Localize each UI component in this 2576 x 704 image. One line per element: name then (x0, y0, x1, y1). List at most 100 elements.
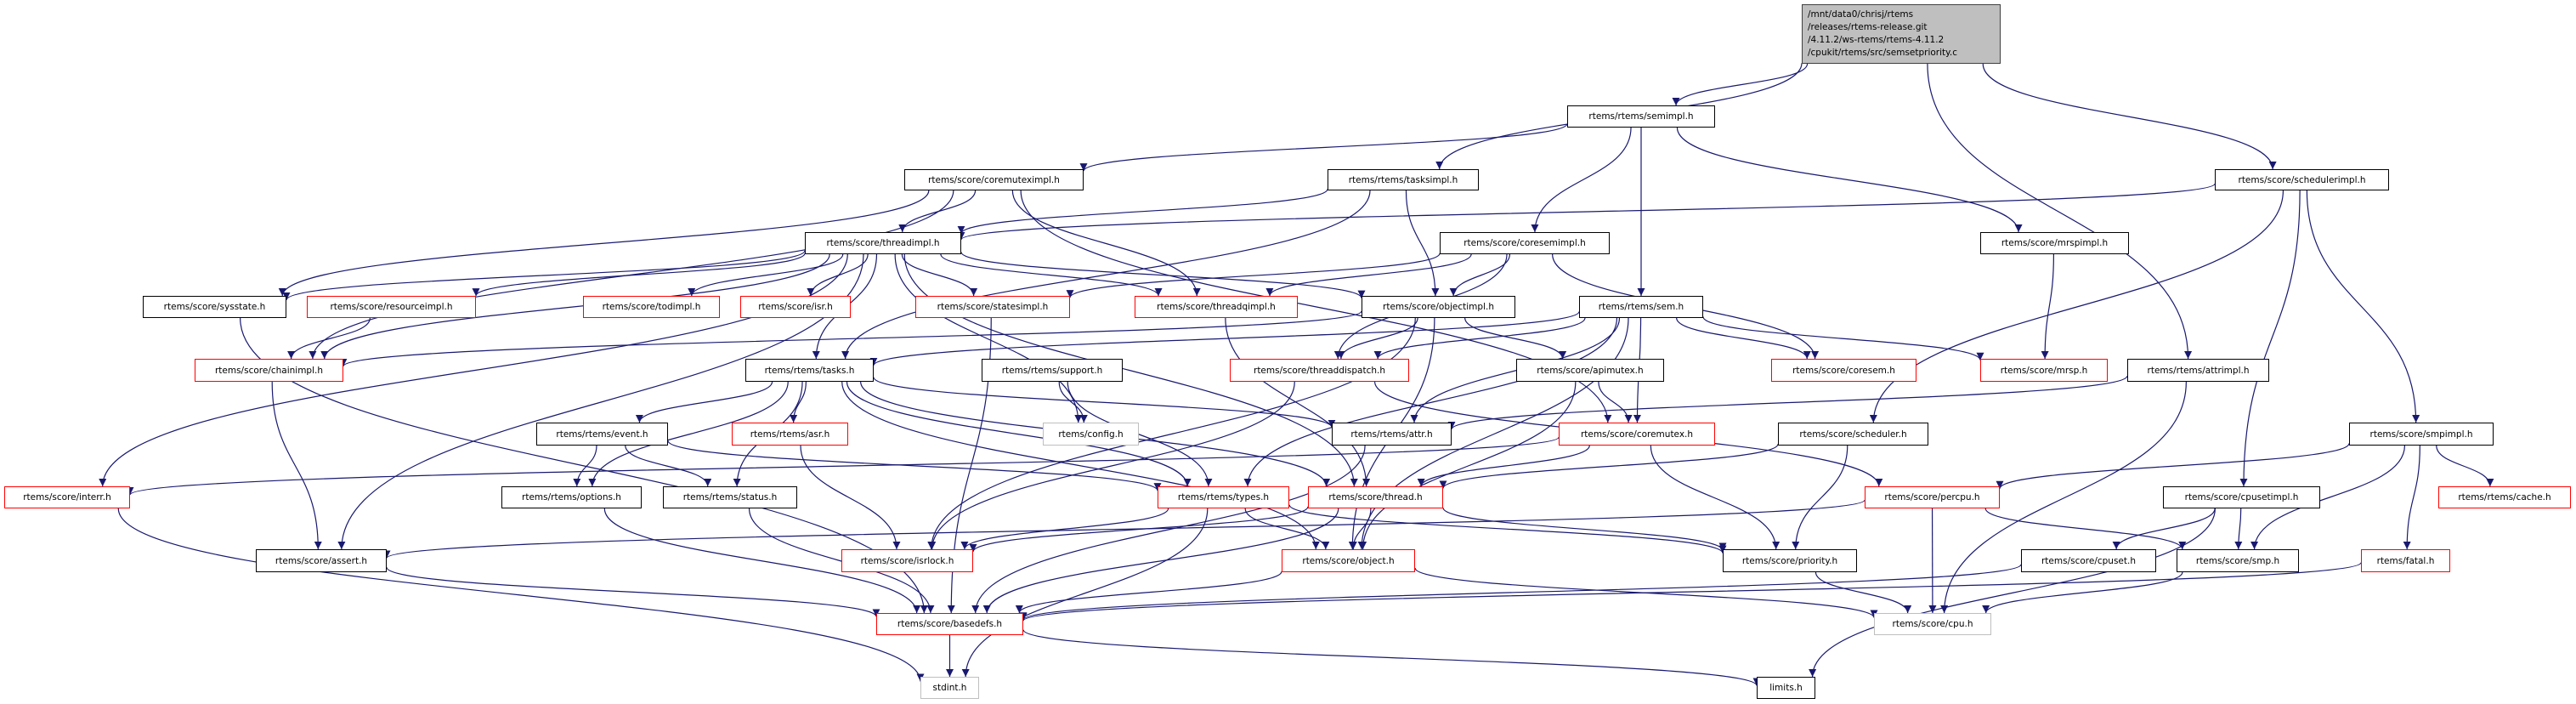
node-coremutex[interactable]: rtems/score/coremutex.h (1559, 423, 1715, 446)
node-limits[interactable]: limits.h (1757, 677, 1815, 699)
edge-sem-to-mrsp (1702, 316, 1984, 361)
node-scheduler[interactable]: rtems/score/scheduler.h (1778, 423, 1928, 446)
edge-scheduler-to-thread (1439, 443, 1779, 489)
edge-apimutex-to-coremutex (1598, 381, 1633, 423)
node-cpu[interactable]: rtems/score/cpu.h (1874, 613, 1991, 635)
edge-schedulerimpl-to-cpusetimpl (2239, 190, 2301, 487)
node-isr[interactable]: rtems/score/isr.h (740, 296, 851, 318)
node-label: rtems/score/chainimpl.h (214, 365, 324, 376)
edge-schedulerimpl-to-scheduler (1869, 190, 2284, 423)
edge-objectimpl-to-chainimpl (339, 310, 1362, 367)
node-label: rtems/score/resourceimpl.h (330, 302, 453, 312)
node-label: rtems/score/sysstate.h (163, 302, 266, 312)
edge-types-to-priority (1288, 504, 1727, 554)
node-assert[interactable]: rtems/score/assert.h (256, 549, 387, 572)
node-sem[interactable]: rtems/rtems/sem.h (1579, 296, 1703, 318)
edge-schedulerimpl-to-smpimpl (2306, 190, 2420, 423)
edge-coremuteximpl-to-sysstate (278, 190, 930, 297)
edge-objectimpl-to-threaddispatch (1337, 317, 1418, 360)
edge-object-to-basedefs (1015, 571, 1282, 614)
node-attr[interactable]: rtems/rtems/attr.h (1332, 423, 1452, 446)
node-smp[interactable]: rtems/score/smp.h (2177, 549, 2299, 572)
edge-status-to-basedefs (748, 508, 935, 614)
node-semimpl[interactable]: rtems/rtems/semimpl.h (1567, 105, 1715, 128)
node-threadqimpl[interactable]: rtems/score/threadqimpl.h (1135, 296, 1298, 318)
node-chainimpl[interactable]: rtems/score/chainimpl.h (195, 359, 343, 382)
node-status[interactable]: rtems/rtems/status.h (663, 486, 797, 508)
edge-fatal-to-basedefs (1019, 562, 2362, 622)
node-event[interactable]: rtems/rtems/event.h (536, 423, 668, 446)
node-sysstate[interactable]: rtems/score/sysstate.h (143, 296, 286, 318)
node-percpu[interactable]: rtems/score/percpu.h (1865, 486, 2000, 508)
node-todimpl[interactable]: rtems/score/todimpl.h (583, 296, 720, 318)
edge-smpimpl-to-cache (2436, 445, 2494, 487)
edge-priority-to-cpu (1815, 571, 1912, 614)
node-coresemimpl[interactable]: rtems/score/coresemimpl.h (1440, 232, 1610, 254)
node-threaddispatch[interactable]: rtems/score/threaddispatch.h (1230, 359, 1409, 382)
edge-tasks-to-options (588, 381, 789, 487)
node-label: rtems/rtems/tasksimpl.h (1348, 174, 1458, 185)
edge-cpusetimpl-to-smp (2234, 508, 2243, 550)
node-coresem[interactable]: rtems/score/coresem.h (1771, 359, 1916, 382)
edge-interr-to-stdint (117, 508, 925, 682)
edge-coresemimpl-to-threadqimpl (1265, 253, 1472, 297)
edge-root-to-schedulerimpl (1982, 63, 2277, 170)
edge-tasksimpl-to-tasks (841, 190, 1371, 360)
node-label: rtems/score/mrsp.h (2000, 365, 2088, 376)
edge-smpimpl-to-fatal (2403, 445, 2420, 550)
edge-support-to-config (1058, 381, 1088, 423)
node-objectimpl[interactable]: rtems/score/objectimpl.h (1362, 296, 1515, 318)
edge-cpuset-to-basedefs (1019, 564, 2022, 621)
edge-tasksimpl-to-threadimpl (957, 189, 1328, 235)
node-tasks[interactable]: rtems/rtems/tasks.h (745, 359, 874, 382)
node-label: rtems/rtems/semimpl.h (1588, 111, 1694, 122)
edge-coremutex-to-priority (1650, 445, 1781, 550)
edge-percpu-to-assert (382, 499, 1865, 559)
node-cpusetimpl[interactable]: rtems/score/cpusetimpl.h (2163, 486, 2320, 508)
node-stdint[interactable]: stdint.h (920, 677, 979, 699)
edge-basedefs-to-limits (1022, 629, 1761, 686)
node-support[interactable]: rtems/rtems/support.h (982, 359, 1123, 382)
node-cpuset[interactable]: rtems/score/cpuset.h (2021, 549, 2156, 572)
node-label: rtems/rtems/status.h (682, 492, 778, 502)
node-mrsp[interactable]: rtems/score/mrsp.h (1980, 359, 2108, 382)
node-statesimpl[interactable]: rtems/score/statesimpl.h (915, 296, 1070, 318)
edge-threaddispatch-to-isrlock (928, 381, 1295, 550)
node-label: rtems/score/todimpl.h (602, 302, 701, 312)
node-threadimpl[interactable]: rtems/score/threadimpl.h (805, 232, 961, 254)
node-smpimpl[interactable]: rtems/score/smpimpl.h (2349, 423, 2494, 446)
node-label: rtems/rtems/support.h (1001, 365, 1103, 376)
node-object[interactable]: rtems/score/object.h (1282, 549, 1415, 572)
node-tasksimpl[interactable]: rtems/rtems/tasksimpl.h (1328, 169, 1479, 190)
node-options[interactable]: rtems/rtems/options.h (501, 486, 642, 508)
node-types[interactable]: rtems/rtems/types.h (1158, 486, 1289, 508)
edge-semimpl-to-coremuteximpl (1079, 122, 1568, 172)
node-label: rtems/score/threaddispatch.h (1254, 365, 1385, 376)
node-asr[interactable]: rtems/rtems/asr.h (732, 423, 848, 446)
node-config[interactable]: rtems/config.h (1043, 423, 1139, 446)
node-label: rtems/rtems/attrimpl.h (2147, 365, 2250, 376)
edge-coremutex-to-interr (126, 436, 1560, 496)
edge-sem-to-threaddispatch (1373, 317, 1586, 360)
node-basedefs[interactable]: rtems/score/basedefs.h (876, 613, 1023, 635)
node-label: rtems/score/mrspimpl.h (2001, 238, 2109, 248)
edge-mrspimpl-to-mrsp (2041, 253, 2055, 360)
edge-attrimpl-to-attr (1447, 375, 2128, 430)
node-priority[interactable]: rtems/score/priority.h (1723, 549, 1857, 572)
node-isrlock[interactable]: rtems/score/isrlock.h (841, 549, 973, 572)
node-label: rtems/score/smp.h (2195, 555, 2280, 566)
node-coremuteximpl[interactable]: rtems/score/coremuteximpl.h (904, 169, 1084, 190)
node-cache[interactable]: rtems/rtems/cache.h (2438, 486, 2571, 508)
node-mrspimpl[interactable]: rtems/score/mrspimpl.h (1980, 232, 2129, 254)
edge-event-to-options (573, 445, 597, 487)
node-apimutex[interactable]: rtems/score/apimutex.h (1516, 359, 1664, 382)
node-schedulerimpl[interactable]: rtems/score/schedulerimpl.h (2215, 169, 2389, 190)
node-label: rtems/fatal.h (2376, 555, 2435, 566)
node-label: rtems/score/smpimpl.h (2369, 429, 2473, 440)
node-thread[interactable]: rtems/score/thread.h (1308, 486, 1443, 508)
node-label: stdint.h (932, 683, 967, 693)
node-resourceimpl[interactable]: rtems/score/resourceimpl.h (307, 296, 476, 318)
node-attrimpl[interactable]: rtems/rtems/attrimpl.h (2127, 359, 2269, 382)
node-fatal[interactable]: rtems/fatal.h (2361, 549, 2450, 572)
node-interr[interactable]: rtems/score/interr.h (4, 486, 130, 508)
